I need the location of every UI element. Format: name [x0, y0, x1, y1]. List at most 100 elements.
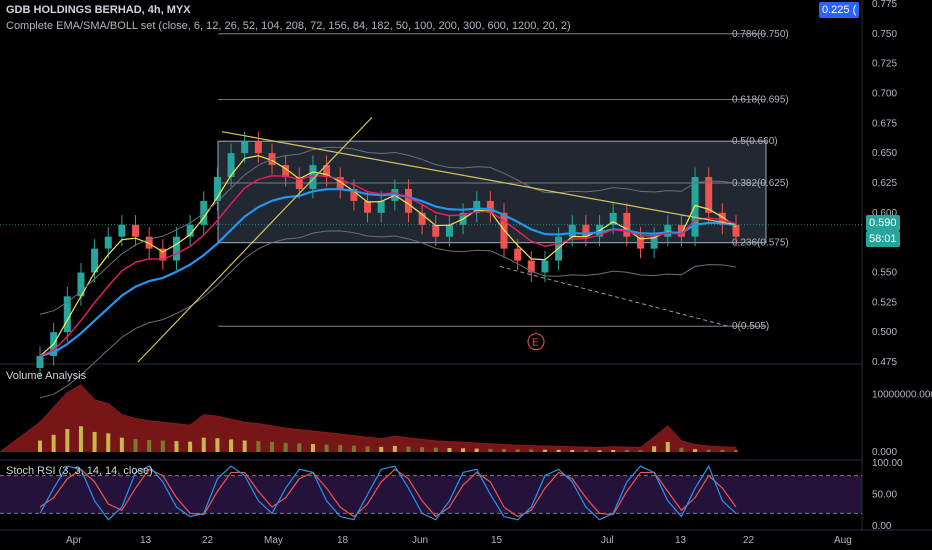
candle-body [36, 356, 44, 368]
candle-body [473, 200, 481, 213]
volume-bar [556, 449, 561, 452]
candle-body [364, 200, 372, 213]
volume-bar [542, 449, 547, 452]
volume-bar [665, 441, 670, 452]
volume-bar [147, 439, 152, 452]
candle-body [63, 296, 71, 333]
candle-body [186, 224, 194, 237]
candle-body [404, 188, 412, 213]
stoch-band [0, 475, 862, 514]
volume-bar [638, 450, 643, 452]
candle-body [132, 224, 140, 237]
stoch-tick-label: 50.00 [872, 490, 897, 501]
time-axis-label: 15 [491, 535, 503, 546]
volume-bar [242, 440, 247, 452]
candle-body [568, 224, 576, 237]
price-tick-label: 0.750 [872, 29, 897, 40]
volume-bar [515, 449, 520, 452]
indicator-legend[interactable]: Complete EMA/SMA/BOLL set (close, 6, 12,… [6, 20, 571, 32]
bollinger-lower [39, 230, 737, 399]
volume-bar [310, 443, 315, 452]
candle-body [677, 224, 685, 237]
candle-body [227, 153, 235, 178]
time-axis-label: Aug [834, 535, 852, 546]
volume-bar [583, 450, 588, 452]
time-axis-label: Jun [412, 535, 428, 546]
time-axis-label: 18 [337, 535, 349, 546]
volume-bar [215, 438, 220, 452]
candle-body [527, 260, 535, 273]
candle-body [377, 200, 385, 213]
top-price-badge: 0.225 ( [819, 2, 860, 18]
volume-bar [133, 439, 138, 452]
volume-bar [652, 446, 657, 452]
candle-body [282, 165, 290, 178]
time-axis-label: May [264, 535, 283, 546]
price-tick-label: 0.475 [872, 357, 897, 368]
candle-body [445, 224, 453, 237]
fib-level-label: 0.786(0.750) [732, 29, 789, 40]
volume-bar [529, 449, 534, 452]
volume-tick-label: 0.000 [872, 447, 897, 458]
fib-level-label: 0.382(0.625) [732, 178, 789, 189]
price-tick-label: 0.650 [872, 148, 897, 159]
candle-body [172, 236, 180, 261]
volume-bar [597, 450, 602, 452]
candle-body [636, 236, 644, 249]
price-tick-label: 0.600 [872, 208, 897, 219]
candle-body [323, 165, 331, 178]
time-axis-label: 13 [675, 535, 687, 546]
volume-bar [488, 448, 493, 452]
price-tick-label: 0.775 [872, 0, 897, 10]
price-tick-label: 0.525 [872, 297, 897, 308]
volume-bar [406, 446, 411, 452]
price-tick-label: 0.700 [872, 89, 897, 100]
price-tick-label: 0.675 [872, 118, 897, 129]
candle-body [118, 224, 126, 237]
candle-body [213, 177, 221, 201]
volume-bar [734, 450, 738, 452]
trendline-resistance [221, 131, 737, 226]
volume-bar [297, 443, 302, 452]
stoch-tick-label: 100.00 [872, 458, 903, 469]
volume-bar [256, 441, 261, 452]
time-axis-label: 22 [202, 535, 214, 546]
candle-body [541, 260, 549, 273]
volume-bar [420, 447, 425, 452]
candle-body [309, 165, 317, 189]
trendline-support [137, 116, 373, 363]
stoch-pane-title[interactable]: Stoch RSI (3, 3, 14, 14, close) [6, 465, 153, 477]
volume-bar [474, 448, 479, 452]
volume-bar [693, 449, 698, 452]
fib-level-label: 0.236(0.575) [732, 238, 789, 249]
earnings-marker-label: E [532, 338, 539, 349]
candle-body [582, 224, 590, 237]
volume-bar [38, 440, 42, 452]
stoch-k-line [39, 464, 737, 521]
volume-bar [351, 445, 356, 452]
candle-body [91, 248, 99, 273]
time-axis-label: 22 [743, 535, 755, 546]
candle-body [295, 177, 303, 189]
candle-body [418, 212, 426, 225]
fib-level-label: 0.618(0.695) [732, 94, 789, 105]
volume-pane-title[interactable]: Volume Analysis [6, 370, 87, 382]
volume-bar [502, 449, 506, 452]
volume-bar [624, 450, 629, 452]
candle-body [623, 212, 631, 237]
time-axis-label: 13 [140, 535, 152, 546]
volume-bar [160, 440, 165, 452]
volume-bar [201, 437, 206, 452]
volume-bar [188, 441, 193, 452]
price-tick-label: 0.550 [872, 268, 897, 279]
volume-bar [65, 429, 70, 452]
candle-body [241, 141, 249, 154]
volume-bar [229, 439, 234, 452]
candle-body [718, 212, 726, 225]
volume-bar [570, 449, 575, 452]
volume-bar [365, 446, 370, 452]
bollinger-upper [39, 146, 737, 315]
candle-body [432, 224, 440, 237]
